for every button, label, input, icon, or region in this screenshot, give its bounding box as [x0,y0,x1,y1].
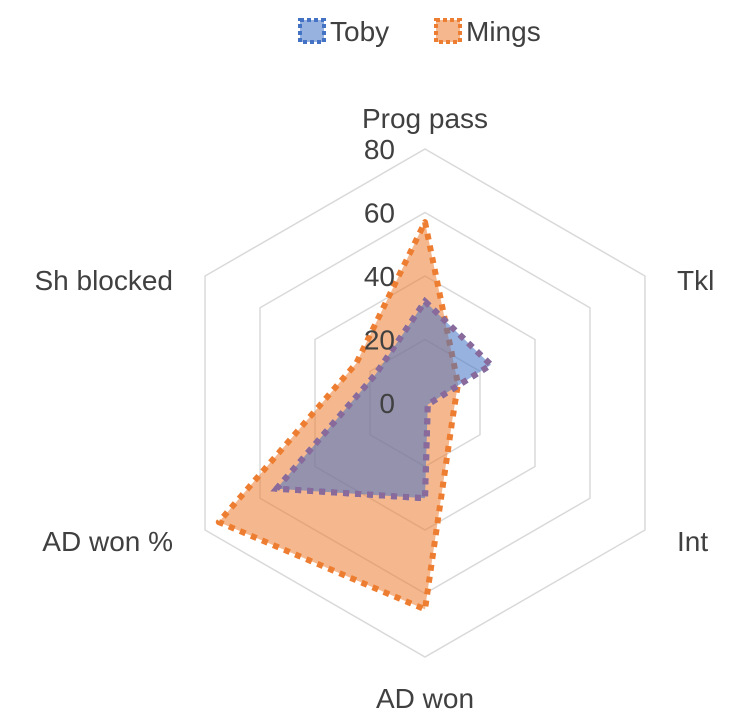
tick-label: 80 [364,134,395,165]
tick-label: 20 [364,325,395,356]
tick-label: 60 [364,198,395,229]
grid-ring [204,148,646,658]
series-toby [273,298,494,502]
legend-label: Mings [466,16,541,47]
legend-swatch-toby [298,18,326,44]
tick-label: 0 [379,388,395,419]
tick-label: 40 [364,261,395,292]
category-label: Sh blocked [34,265,173,296]
category-label: Int [677,526,708,557]
category-label: Prog pass [362,103,488,134]
legend-label: Toby [330,16,389,47]
legend-swatch-mings [434,18,462,44]
category-label: Tkl [677,265,714,296]
category-label: AD won [376,683,474,714]
category-label: AD won % [42,526,173,557]
